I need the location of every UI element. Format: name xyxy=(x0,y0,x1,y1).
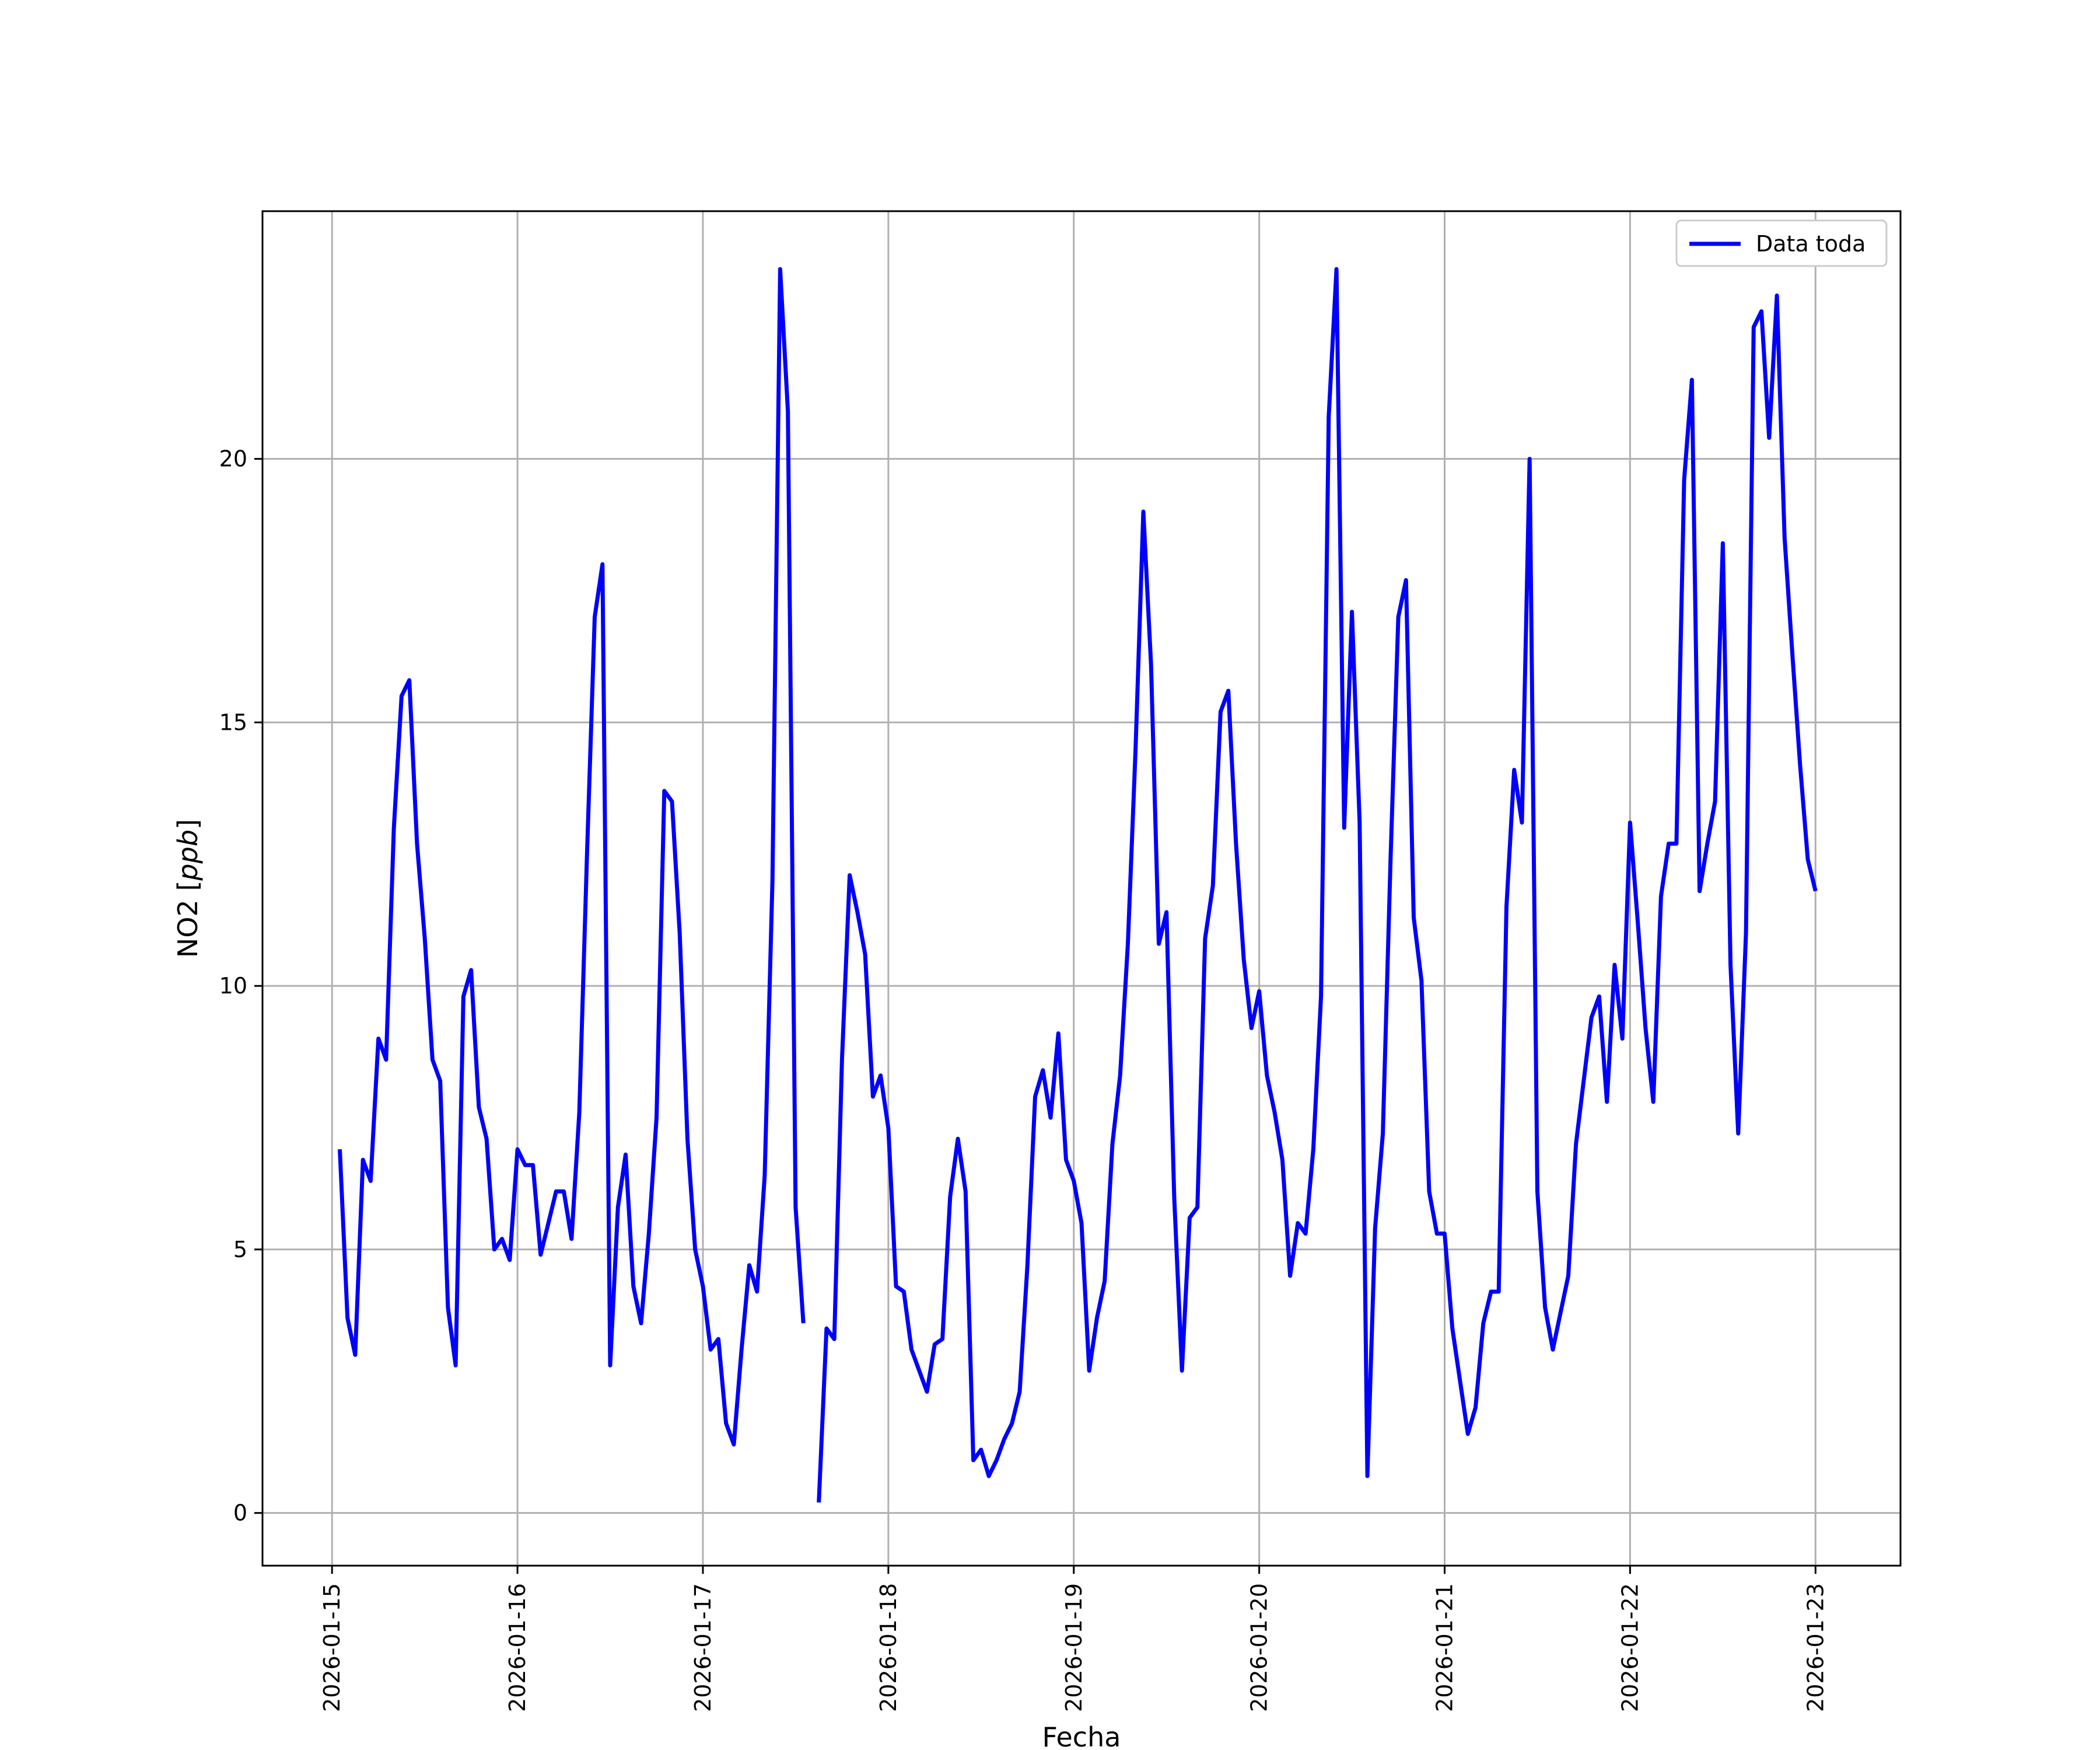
series-line-data-toda xyxy=(338,267,1818,1503)
plot-frame xyxy=(261,210,1902,1567)
x-tick-label: 2026-01-23 xyxy=(1803,1583,1828,1712)
y-tick-label: 5 xyxy=(233,1237,247,1262)
y-tick-label: 0 xyxy=(233,1500,247,1526)
legend-box xyxy=(1675,219,1888,267)
x-tick-label: 2026-01-15 xyxy=(319,1583,345,1712)
x-tick-label: 2026-01-21 xyxy=(1432,1583,1458,1712)
x-tick-label: 2026-01-19 xyxy=(1061,1583,1087,1712)
x-axis-title: Fecha xyxy=(1042,1721,1121,1750)
x-tick-label: 2026-01-20 xyxy=(1247,1583,1272,1712)
x-tick-label: 2026-01-17 xyxy=(690,1583,716,1712)
x-tick-label: 2026-01-16 xyxy=(505,1583,530,1712)
y-axis-title-close: ] xyxy=(172,819,204,830)
y-axis: 0 5 10 15 20 xyxy=(219,446,262,1526)
y-axis-title-main: NO2 [ xyxy=(172,881,204,958)
y-axis-title-unit: ppb xyxy=(172,830,204,881)
series-layer xyxy=(338,267,1818,1503)
y-tick-label: 15 xyxy=(219,709,247,735)
y-axis-title: NO2 [ppb] xyxy=(172,819,204,958)
x-axis: 2026-01-15 2026-01-16 2026-01-17 2026-01-18… xyxy=(319,1566,1828,1712)
x-tick-label: 2026-01-18 xyxy=(876,1583,901,1712)
y-tick-label: 20 xyxy=(219,446,247,472)
legend-label: Data toda xyxy=(1756,231,1866,257)
x-tick-label: 2026-01-22 xyxy=(1617,1583,1643,1712)
y-tick-label: 10 xyxy=(219,973,247,999)
legend: Data toda xyxy=(1675,219,1888,267)
